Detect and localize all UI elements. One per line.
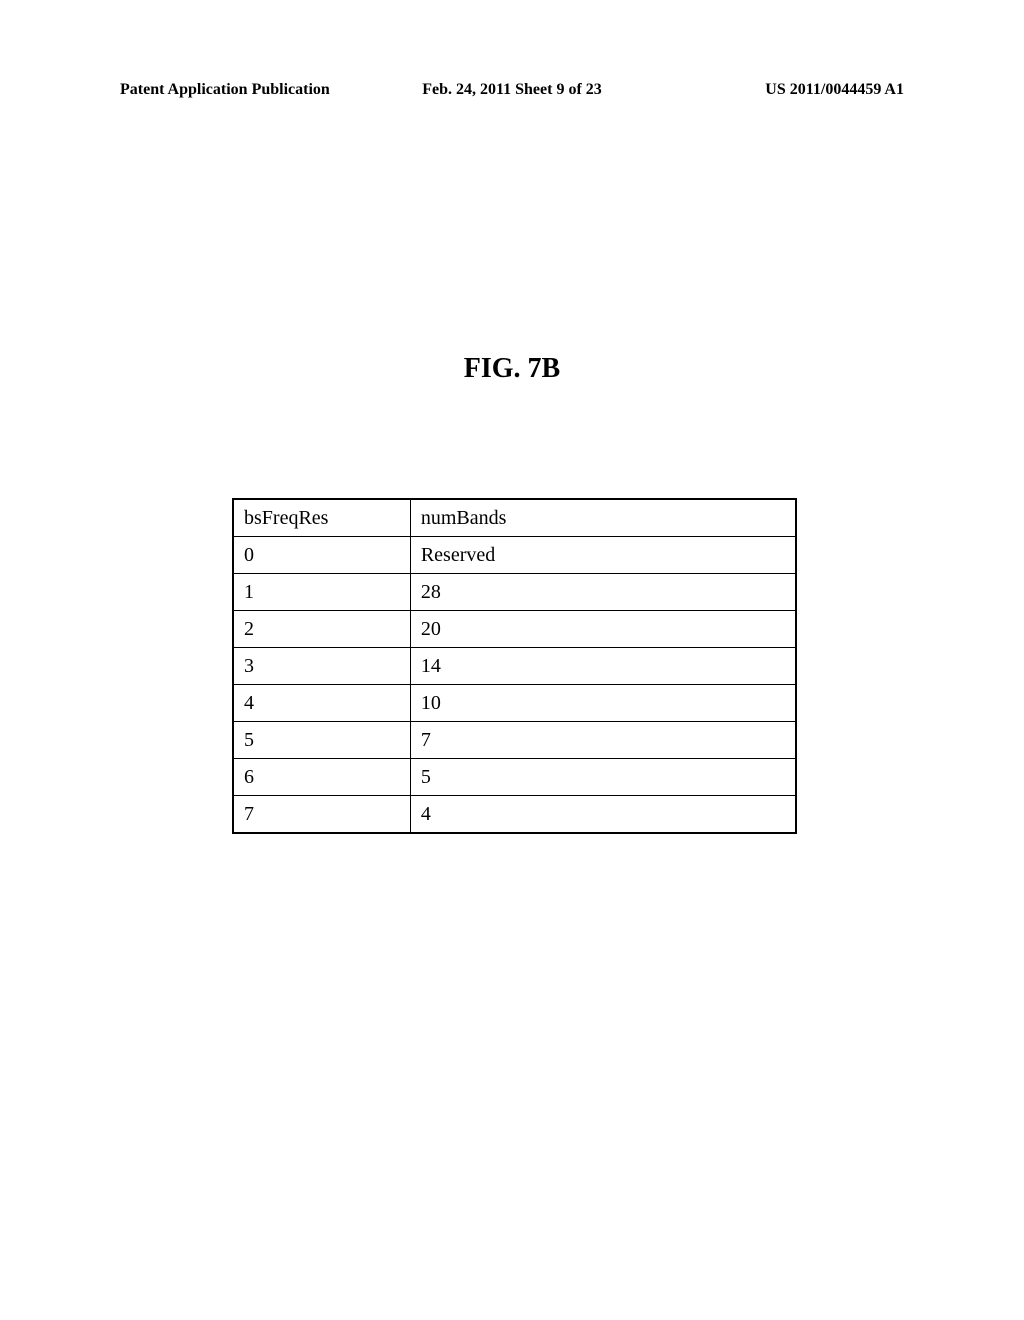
- table-header-cell: bsFreqRes: [233, 499, 410, 537]
- header-date-sheet: Feb. 24, 2011 Sheet 9 of 23: [381, 81, 642, 99]
- table-cell: 14: [410, 648, 796, 685]
- table-row: 1 28: [233, 574, 796, 611]
- table-cell: 28: [410, 574, 796, 611]
- table-cell: 5: [410, 759, 796, 796]
- table-cell: Reserved: [410, 537, 796, 574]
- table-header-cell: numBands: [410, 499, 796, 537]
- table-row: 3 14: [233, 648, 796, 685]
- table-row: 0 Reserved: [233, 537, 796, 574]
- table-row: 5 7: [233, 722, 796, 759]
- table-row: 2 20: [233, 611, 796, 648]
- header-pub-number: US 2011/0044459 A1: [643, 81, 904, 99]
- table-cell: 4: [410, 796, 796, 834]
- header-publication: Patent Application Publication: [120, 81, 381, 99]
- data-table: bsFreqRes numBands 0 Reserved 1 28 2 20 …: [232, 498, 797, 834]
- table-cell: 4: [233, 685, 410, 722]
- table-cell: 1: [233, 574, 410, 611]
- table-cell: 0: [233, 537, 410, 574]
- table-cell: 2: [233, 611, 410, 648]
- table-cell: 10: [410, 685, 796, 722]
- table-header-row: bsFreqRes numBands: [233, 499, 796, 537]
- table-cell: 20: [410, 611, 796, 648]
- table-row: 4 10: [233, 685, 796, 722]
- table-cell: 6: [233, 759, 410, 796]
- page-header: Patent Application Publication Feb. 24, …: [0, 81, 1024, 99]
- figure-title: FIG. 7B: [0, 353, 1024, 385]
- table-cell: 7: [410, 722, 796, 759]
- table-row: 6 5: [233, 759, 796, 796]
- table-cell: 7: [233, 796, 410, 834]
- table-row: 7 4: [233, 796, 796, 834]
- table-cell: 5: [233, 722, 410, 759]
- table-cell: 3: [233, 648, 410, 685]
